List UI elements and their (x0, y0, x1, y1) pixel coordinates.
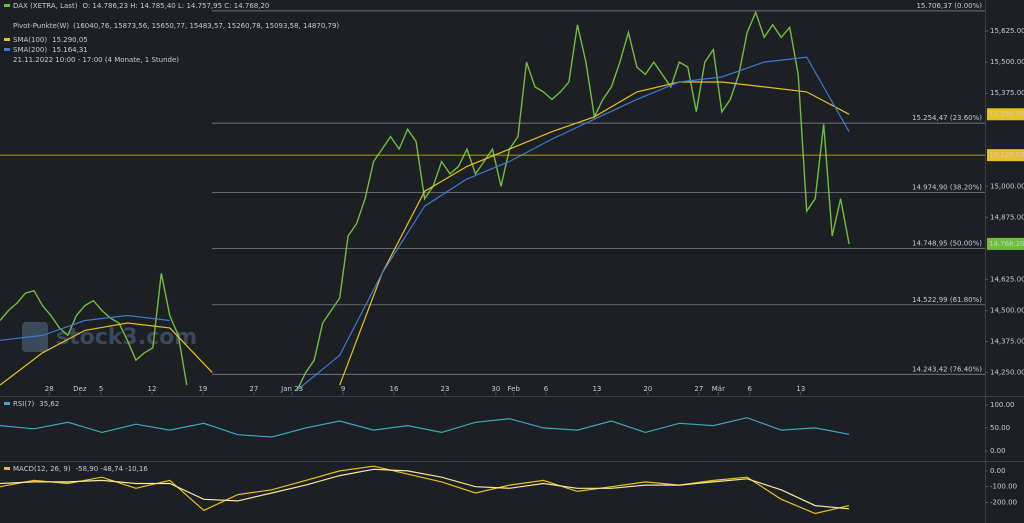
x-tick-label: 9 (341, 385, 345, 393)
x-tick-label: 27 (694, 385, 703, 393)
fib-label: 14.974,90 (38.20%) (912, 184, 982, 192)
legend-swatch (4, 48, 10, 51)
x-tick-label: Feb (508, 385, 521, 393)
y-tick-label: 14,375.00 (990, 338, 1024, 346)
price-tag-label: 15.125,53 (989, 151, 1024, 159)
x-tick-label: Jan 23 (280, 385, 303, 393)
legend-name: DAX (XETRA, Last) (13, 2, 78, 10)
y-tick-label: 15,500.00 (990, 58, 1024, 66)
series-line (0, 10, 850, 391)
fib-label: 14.748,95 (50.00%) (912, 240, 982, 248)
legend-swatch (4, 38, 10, 41)
y-tick-label: 100.00 (990, 401, 1015, 409)
fib-label: 14.522,99 (61.80%) (912, 296, 982, 304)
y-tick-label: 15,000.00 (990, 182, 1024, 190)
legend-name: SMA(100) (13, 36, 47, 44)
x-tick-label: 30 (491, 385, 500, 393)
timeframe: 21.11.2022 10:00 - 17:00 (4 Monate, 1 St… (13, 56, 179, 64)
series-line (0, 465, 850, 515)
y-tick-label: 15,625.00 (990, 27, 1024, 35)
y-tick-label: -100.00 (990, 483, 1017, 491)
watermark-logo (22, 322, 48, 352)
legend-value: O: 14.786,23 H: 14.785,40 L: 14.757,95 C… (82, 2, 269, 10)
x-tick-label: Dez (73, 385, 87, 393)
y-tick-label: 50.00 (990, 424, 1010, 432)
x-tick-label: 20 (643, 385, 652, 393)
y-tick-label: 0.00 (990, 467, 1006, 475)
pivot-values: (16040,76, 15873,56, 15650,77, 15483,57,… (73, 22, 339, 30)
x-tick-label: 12 (148, 385, 157, 393)
series-line (0, 81, 850, 386)
legend-name: SMA(200) (13, 46, 47, 54)
x-tick-label: 27 (249, 385, 258, 393)
fib-label: 15.706,37 (0.00%) (916, 2, 982, 10)
x-tick-label: 6 (748, 385, 753, 393)
legend-name: RSI(7) (13, 400, 35, 408)
legend-value: -58,90 -48,74 -10,16 (76, 465, 149, 473)
y-tick-label: 15,375.00 (990, 89, 1024, 97)
legend-value: 15.164,31 (52, 46, 88, 54)
series-line (0, 468, 850, 510)
x-tick-label: 16 (390, 385, 399, 393)
legend-value: 35,62 (39, 400, 59, 408)
price-tag-label: 14.768,20 (989, 240, 1024, 248)
x-tick-label: Mär (712, 385, 725, 393)
price-tag (987, 108, 1024, 121)
y-tick-label: 0.00 (990, 447, 1006, 455)
x-tick-label: 23 (440, 385, 449, 393)
x-tick-label: 13 (796, 385, 805, 393)
price-tag-label: 15.290,05 (989, 110, 1024, 118)
legend-swatch (4, 4, 10, 7)
x-tick-label: 6 (544, 385, 549, 393)
fib-label: 15.254,47 (23.60%) (912, 114, 982, 122)
series-line (0, 56, 850, 391)
pivot-label: Pivot-Punkte(W) (13, 22, 69, 30)
y-tick-label: -200.00 (990, 498, 1017, 506)
y-tick-label: 14,500.00 (990, 307, 1024, 315)
fib-label: 14.243,42 (76.40%) (912, 365, 982, 373)
price-tag (987, 149, 1024, 162)
legend-value: 15.290,05 (52, 36, 88, 44)
y-tick-label: 14,875.00 (990, 213, 1024, 221)
x-tick-label: 5 (99, 385, 103, 393)
legend-swatch (4, 467, 10, 470)
price-tag (987, 237, 1024, 250)
y-tick-label: 14,625.00 (990, 275, 1024, 283)
x-tick-label: 13 (592, 385, 601, 393)
legend-swatch (4, 402, 10, 405)
y-tick-label: 14,250.00 (990, 369, 1024, 377)
legend-name: MACD(12, 26, 9) (13, 465, 71, 473)
series-line (0, 417, 850, 438)
x-tick-label: 19 (198, 385, 207, 393)
x-tick-label: 28 (45, 385, 54, 393)
